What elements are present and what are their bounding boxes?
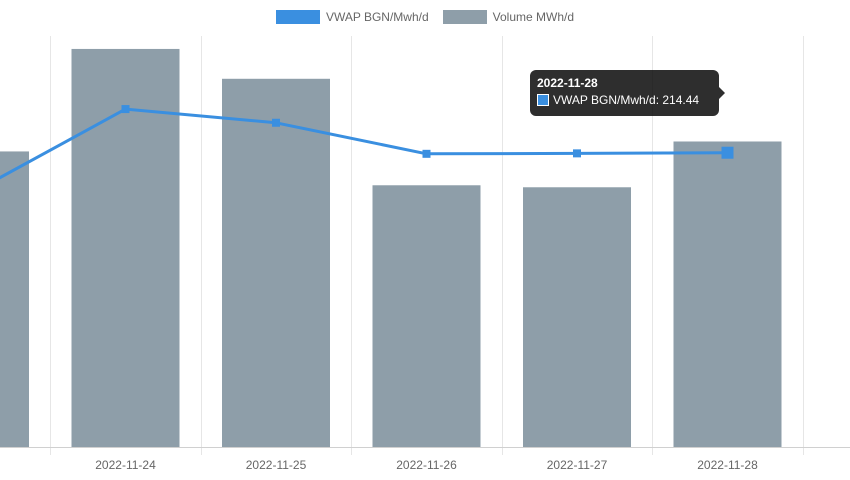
vwap-point[interactable] — [721, 146, 734, 159]
vwap-line-path — [0, 107, 728, 180]
legend-swatch-volume — [442, 10, 487, 24]
vwap-point[interactable] — [272, 118, 280, 127]
volume-bar[interactable] — [673, 141, 782, 447]
vwap-line — [0, 105, 734, 180]
legend-label-vwap: VWAP BGN/Mwh/d — [325, 10, 429, 24]
legend-label-volume: Volume MWh/d — [492, 10, 575, 24]
tooltip-title: 2022-11-28 — [537, 76, 598, 90]
vwap-point[interactable] — [573, 149, 581, 158]
legend-item-vwap[interactable]: VWAP BGN/Mwh/d — [275, 10, 429, 24]
x-tick-label: 2022-11-28 — [697, 458, 758, 472]
volume-bars — [0, 48, 782, 448]
x-tick-label: 2022-11-25 — [246, 458, 307, 472]
volume-bar[interactable] — [0, 151, 29, 447]
vwap-point[interactable] — [422, 149, 431, 158]
x-tick-label: 2022-11-27 — [547, 458, 608, 472]
tooltip-row: VWAP BGN/Mwh/d: 214.44 — [537, 91, 712, 109]
x-tick-label: 2022-11-26 — [396, 458, 457, 472]
vwap-point[interactable] — [121, 105, 130, 114]
legend-item-volume[interactable]: Volume MWh/d — [442, 10, 575, 24]
grid-lines — [0, 36, 850, 455]
volume-bar[interactable] — [523, 187, 631, 447]
tooltip-text: VWAP BGN/Mwh/d: 214.44 — [553, 93, 700, 107]
tooltip-arrow — [719, 87, 725, 99]
legend: VWAP BGN/Mwh/d Volume MWh/d — [0, 6, 850, 28]
volume-bar[interactable] — [372, 185, 481, 447]
volume-bar[interactable] — [71, 48, 180, 448]
x-tick-label: 2022-11-24 — [95, 458, 156, 472]
volume-bar[interactable] — [222, 78, 330, 447]
legend-swatch-vwap — [275, 10, 320, 24]
tooltip: 2022-11-28 VWAP BGN/Mwh/d: 214.44 — [530, 70, 719, 116]
x-axis-ticks: 32022-11-242022-11-252022-11-262022-11-2… — [95, 458, 758, 472]
tooltip-swatch — [537, 94, 549, 106]
